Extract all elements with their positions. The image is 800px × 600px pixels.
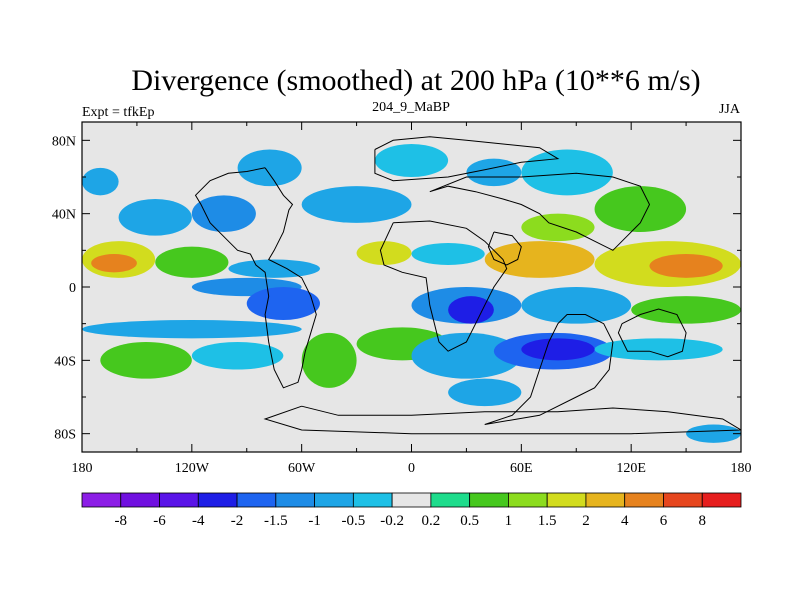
field-region-23 xyxy=(448,296,494,324)
colorbar-segment-14 xyxy=(624,492,664,508)
colorbar-label: -0.2 xyxy=(380,513,404,529)
field-region-4 xyxy=(237,149,302,187)
field-region-37 xyxy=(686,424,741,443)
colorbar-label: -2 xyxy=(231,513,244,529)
field-region-8 xyxy=(521,149,613,196)
chart-title: Divergence (smoothed) at 200 hPa (10**6 … xyxy=(131,64,700,97)
field-region-26 xyxy=(82,320,302,339)
field-region-1 xyxy=(82,167,119,196)
field-region-36 xyxy=(448,378,522,407)
field-region-28 xyxy=(191,342,284,370)
colorbar-segment-10 xyxy=(469,492,509,508)
colorbar-label: 0.5 xyxy=(460,513,479,529)
colorbar-label: -4 xyxy=(192,513,205,529)
y-tick-label: 80N xyxy=(52,134,76,149)
x-tick-label: 0 xyxy=(408,461,415,476)
x-tick-label: 120W xyxy=(175,461,210,476)
x-tick-label: 180 xyxy=(72,461,93,476)
colorbar-label: 1 xyxy=(505,513,513,529)
colorbar-label: -8 xyxy=(115,513,128,529)
colorbar-segment-8 xyxy=(391,492,432,508)
colorbar-segment-13 xyxy=(585,492,626,508)
coastline-segment-4 xyxy=(487,231,522,266)
y-tick-label: 40N xyxy=(52,208,76,223)
field-region-5 xyxy=(374,144,449,177)
field-region-33 xyxy=(521,338,595,361)
colorbar-segment-6 xyxy=(314,492,354,508)
field-region-35 xyxy=(82,387,137,407)
field-region-27 xyxy=(100,342,192,379)
y-tick-label: 0 xyxy=(69,281,76,296)
subtitle-center: 204_9_MaBP xyxy=(372,100,450,115)
colorbar-segment-12 xyxy=(546,492,587,508)
field-region-9 xyxy=(594,186,687,232)
coastline-segment-1 xyxy=(194,167,317,389)
colorbar-segment-9 xyxy=(430,492,471,508)
field-region-3 xyxy=(191,195,256,233)
colorbar-label: 1.5 xyxy=(538,513,557,529)
colorbar-label: -1.5 xyxy=(264,513,288,529)
field-region-2 xyxy=(118,199,192,236)
colorbar-label: 2 xyxy=(582,513,590,529)
field-region-25 xyxy=(631,296,741,324)
field-region-10 xyxy=(521,213,595,242)
coastline xyxy=(194,136,741,435)
field-region-31 xyxy=(411,332,522,379)
colorbar-segment-2 xyxy=(159,492,199,508)
coastline-segment-0 xyxy=(374,136,560,182)
field-region-13 xyxy=(155,246,229,278)
subtitle-right: JJA xyxy=(719,102,741,117)
colorbar-label: -1 xyxy=(308,513,321,529)
y-axis: 80N 40N 0 40S 80S xyxy=(52,134,741,443)
colorbar-segment-4 xyxy=(236,492,277,508)
colorbar-segment-16 xyxy=(701,492,742,508)
colorbar-segment-7 xyxy=(352,492,393,508)
colorbar-label: -6 xyxy=(153,513,166,529)
field-region-6 xyxy=(466,158,522,187)
coastline-segment-7 xyxy=(484,314,614,425)
field-region-0 xyxy=(82,122,741,144)
colorbar: -8 -6 -4 -2 -1.5 -1 -0.5 -0.2 0.2 0.5 1 1.5 2 4 6 8 xyxy=(81,492,742,529)
colorbar-segment-0 xyxy=(81,492,122,508)
coastline-segment-2 xyxy=(429,172,651,251)
field-region-7 xyxy=(301,186,412,223)
subtitle-left: Expt = tfkEp xyxy=(82,105,154,120)
coastline-segment-6 xyxy=(263,405,741,435)
colorbar-segment-15 xyxy=(663,492,703,508)
divergence-field xyxy=(82,122,741,443)
colorbar-label: 8 xyxy=(698,513,706,529)
colorbar-segment-11 xyxy=(508,492,548,508)
colorbar-label: 6 xyxy=(660,513,668,529)
x-tick-label: 60W xyxy=(288,461,316,476)
coastline-segment-3 xyxy=(379,220,508,352)
field-region-24 xyxy=(521,287,632,324)
field-region-17 xyxy=(484,241,595,278)
colorbar-segment-3 xyxy=(197,492,238,508)
field-region-29 xyxy=(301,332,357,388)
field-region-21 xyxy=(246,287,320,320)
coastline-segment-5 xyxy=(617,308,687,358)
x-tick-label: 60E xyxy=(510,461,533,476)
field-region-14 xyxy=(228,259,320,278)
colorbar-label: 4 xyxy=(621,513,629,529)
field-region-16 xyxy=(411,243,485,265)
x-tick-label: 180 xyxy=(731,461,752,476)
field-region-12 xyxy=(91,253,137,273)
field-region-34 xyxy=(594,338,723,361)
y-tick-label: 40S xyxy=(54,354,76,369)
x-axis: 180 120W 60W 0 60E 120E 180 xyxy=(72,122,752,476)
field-region-15 xyxy=(356,241,412,265)
y-tick-label: 80S xyxy=(54,428,76,443)
colorbar-label: 0.2 xyxy=(422,513,441,529)
colorbar-label: -0.5 xyxy=(341,513,365,529)
x-tick-label: 120E xyxy=(616,461,646,476)
field-region-19 xyxy=(649,253,723,278)
colorbar-segment-5 xyxy=(275,492,315,508)
colorbar-segment-1 xyxy=(120,492,160,508)
